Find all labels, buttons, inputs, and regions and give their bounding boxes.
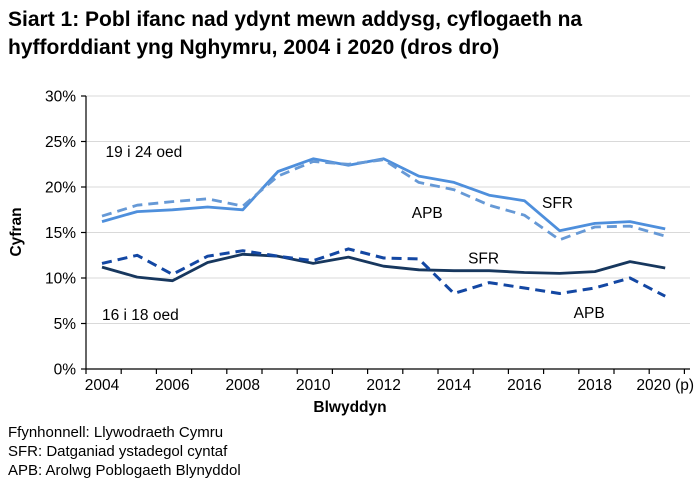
source-note: Ffynhonnell: Llywodraeth Cymru <box>8 424 224 441</box>
series-line-16-i-18-oed-apb <box>101 247 666 298</box>
x-tick-label: 2012 <box>366 377 400 394</box>
annotation-apb-19-24: APB <box>412 205 443 222</box>
annotation-age-16-18: 16 i 18 oed <box>102 307 179 324</box>
annotation-sfr-19-24: SFR <box>542 195 573 212</box>
y-tick-label: 10% <box>45 271 76 288</box>
annotation-age-19-24: 19 i 24 oed <box>106 144 183 161</box>
y-tick-label: 15% <box>45 225 76 242</box>
x-tick-label: 2006 <box>155 377 189 394</box>
gridlines-layer <box>86 95 690 324</box>
apb-note: APB: Arolwg Poblogaeth Blynyddol <box>8 462 241 479</box>
page-title: Siart 1: Pobl ifanc nad ydynt mewn addys… <box>8 6 684 62</box>
series-line-19-i-24-oed-sfr <box>101 157 666 233</box>
annotations-layer: 19 i 24 oed 16 i 18 oed APB SFR SFR APB <box>102 144 605 324</box>
annotation-apb-16-18: APB <box>574 305 605 322</box>
series-layer <box>101 157 666 298</box>
series-line-19-i-24-oed-apb <box>101 158 666 242</box>
x-tick-label: 2020 (p) <box>636 377 694 394</box>
series-line-16-i-18-oed-sfr <box>101 252 666 283</box>
y-tick-label: 20% <box>45 180 76 197</box>
annotation-sfr-16-18: SFR <box>468 250 499 267</box>
x-tick-label: 2008 <box>226 377 260 394</box>
sfr-note: SFR: Datganiad ystadegol cyntaf <box>8 443 228 460</box>
y-tick-label: 30% <box>45 89 76 106</box>
x-axis-title: Blwyddyn <box>313 399 386 416</box>
page-title-line2: hyfforddiant yng Nghymru, 2004 i 2020 (d… <box>8 36 500 59</box>
neet-chart: 0% 5% 10% 15% 20% 25% 30% 2004 2006 2008 2010 2012 2… <box>8 89 694 417</box>
y-tick-label: 5% <box>54 316 77 333</box>
y-tick-label: 0% <box>54 362 77 379</box>
x-tick-label: 2016 <box>507 377 541 394</box>
y-tick-label: 25% <box>45 134 76 151</box>
x-tick-label: 2004 <box>85 377 120 394</box>
axes-layer: 0% 5% 10% 15% 20% 25% 30% 2004 2006 2008 2010 2012 2… <box>45 89 694 395</box>
x-tick-label: 2018 <box>578 377 612 394</box>
y-axis-title: Cyfran <box>8 207 25 256</box>
footer-notes: Ffynhonnell: Llywodraeth Cymru SFR: Datg… <box>8 423 241 480</box>
page-title-line1: Siart 1: Pobl ifanc nad ydynt mewn addys… <box>8 8 583 31</box>
x-tick-label: 2014 <box>437 377 472 394</box>
x-tick-label: 2010 <box>296 377 331 394</box>
